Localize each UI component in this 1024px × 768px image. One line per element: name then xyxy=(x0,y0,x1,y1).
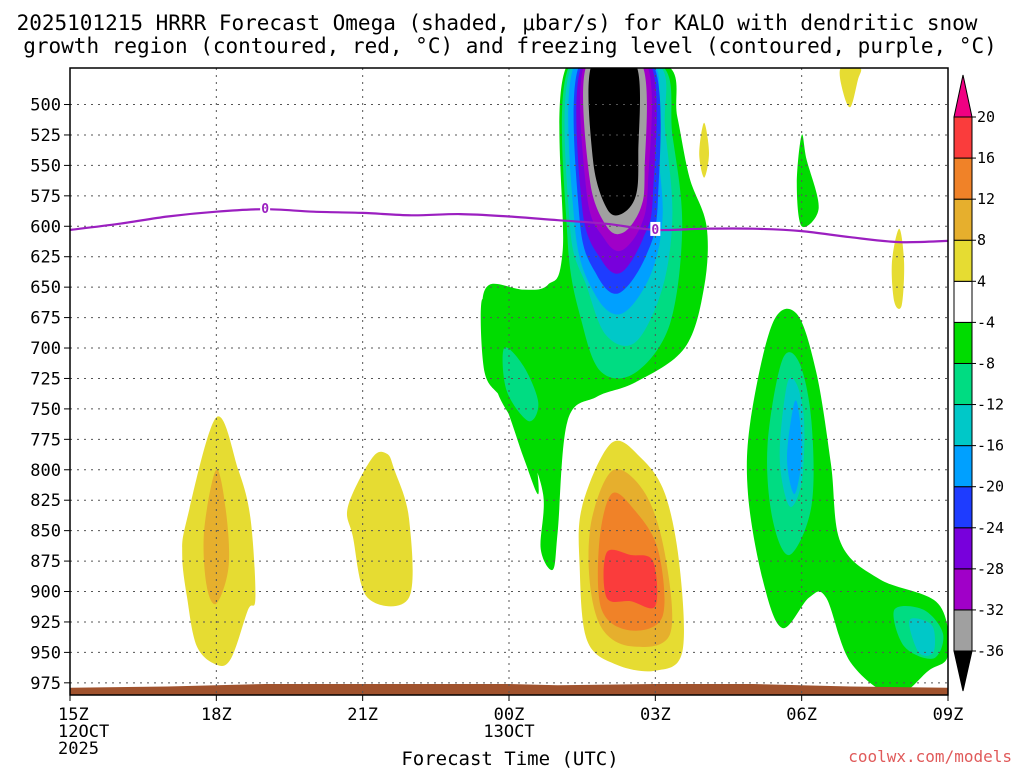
terrain-fill xyxy=(70,684,948,695)
y-tick-label: 825 xyxy=(30,491,61,511)
colorbar-label: -20 xyxy=(977,478,1004,496)
omega-region-sink-yellow-2 xyxy=(346,451,413,607)
x-tick-label: 03Z xyxy=(640,705,671,725)
colorbar-box xyxy=(953,404,973,447)
colorbar-box xyxy=(953,362,973,406)
y-tick-label: 950 xyxy=(30,643,61,663)
freezing-level-label: 0 xyxy=(651,223,659,238)
x-tick-label: 06Z xyxy=(786,705,817,725)
y-tick-label: 775 xyxy=(30,430,61,450)
omega-region-jet-black xyxy=(588,68,641,216)
colorbar-label: 8 xyxy=(977,231,986,249)
colorbar: -36 -32 -28 -24 -20 -16 -12 -8 -4 4 8 12 16 20 xyxy=(953,74,1004,692)
x-tick-label: 09Z xyxy=(933,705,964,725)
colorbar-box xyxy=(953,486,973,529)
y-tick-label: 600 xyxy=(30,217,61,237)
terrain xyxy=(70,684,948,695)
colorbar-label: -8 xyxy=(977,354,995,372)
y-tick-label: 900 xyxy=(30,583,61,603)
colorbar-box xyxy=(953,321,973,364)
y-tick-label: 700 xyxy=(30,339,61,359)
x-axis-label: Forecast Time (UTC) xyxy=(401,748,618,768)
x-tick-label: 18Z xyxy=(201,705,232,725)
y-tick-label: 500 xyxy=(30,96,61,116)
y-tick-label: 525 xyxy=(30,126,61,146)
x-tick-label: 00Z xyxy=(494,705,525,725)
omega-region-sink-red-3 xyxy=(603,549,658,609)
freezing-level-label-bg xyxy=(650,221,661,236)
colorbar-label: -12 xyxy=(977,396,1004,414)
colorbar-box xyxy=(953,157,973,200)
omega-region-sink-yellow-top xyxy=(839,68,862,108)
colorbar-label: 16 xyxy=(977,149,995,167)
y-tick-label: 800 xyxy=(30,461,61,481)
y-tick-label: 850 xyxy=(30,522,61,542)
x-tick-label: 12OCT xyxy=(58,722,109,742)
colorbar-box xyxy=(953,527,973,570)
colorbar-box xyxy=(953,609,973,652)
colorbar-label: 20 xyxy=(977,108,995,126)
y-tick-label: 575 xyxy=(30,187,61,207)
colorbar-label: -36 xyxy=(977,642,1004,660)
colorbar-max-triangle xyxy=(953,74,973,118)
freezing-level-label: 0 xyxy=(261,202,269,217)
colorbar-box xyxy=(953,280,973,323)
omega-region-upper-green-1 xyxy=(796,134,819,228)
y-axis: 500 525 550 575 600 625 650 675 700 725 750 775 800 8… xyxy=(30,96,70,694)
y-tick-label: 750 xyxy=(30,400,61,420)
colorbar-label: 4 xyxy=(977,272,986,290)
colorbar-min-triangle xyxy=(953,650,973,692)
colorbar-label: -24 xyxy=(977,519,1004,537)
colorbar-label: -32 xyxy=(977,601,1004,619)
colorbar-box xyxy=(953,239,973,282)
y-tick-label: 675 xyxy=(30,309,61,329)
colorbar-box xyxy=(953,198,973,241)
omega-region-sink-yellow-mid xyxy=(699,122,709,178)
omega-shading xyxy=(182,68,948,695)
y-tick-label: 875 xyxy=(30,552,61,572)
freezing-level: 00 xyxy=(70,201,948,244)
colorbar-label: -4 xyxy=(977,313,995,331)
colorbar-label: 12 xyxy=(977,190,995,208)
colorbar-label: -28 xyxy=(977,560,1004,578)
chart-title-line-1: 2025101215 HRRR Forecast Omega (shaded, … xyxy=(17,11,978,35)
omega-region-late-sky xyxy=(787,400,802,495)
x-tick-label: 13OCT xyxy=(483,722,534,742)
colorbar-box xyxy=(953,445,973,488)
credit-text: coolwx.com/models xyxy=(848,747,1012,766)
omega-region-sink-yellow-right xyxy=(891,228,905,309)
x-tick-label: 15Z xyxy=(58,705,89,725)
freezing-level-line xyxy=(70,208,948,244)
y-tick-label: 975 xyxy=(30,674,61,694)
omega-region-sink-gold-1 xyxy=(203,469,230,605)
x-tick-label: 21Z xyxy=(347,705,378,725)
y-tick-label: 550 xyxy=(30,156,61,176)
colorbar-box xyxy=(953,116,973,159)
y-tick-label: 725 xyxy=(30,369,61,389)
chart-title-line-2: growth region (contoured, red, °C) and f… xyxy=(23,34,997,58)
omega-region-late-cyan-right xyxy=(908,618,936,656)
y-tick-label: 925 xyxy=(30,613,61,633)
colorbar-label: -16 xyxy=(977,437,1004,455)
omega-region-lowlevel-teal-left xyxy=(502,347,539,422)
y-tick-label: 625 xyxy=(30,248,61,268)
y-tick-label: 650 xyxy=(30,278,61,298)
colorbar-box xyxy=(953,568,973,611)
freezing-level-label-bg xyxy=(260,201,271,216)
x-tick-label: 2025 xyxy=(58,739,99,759)
